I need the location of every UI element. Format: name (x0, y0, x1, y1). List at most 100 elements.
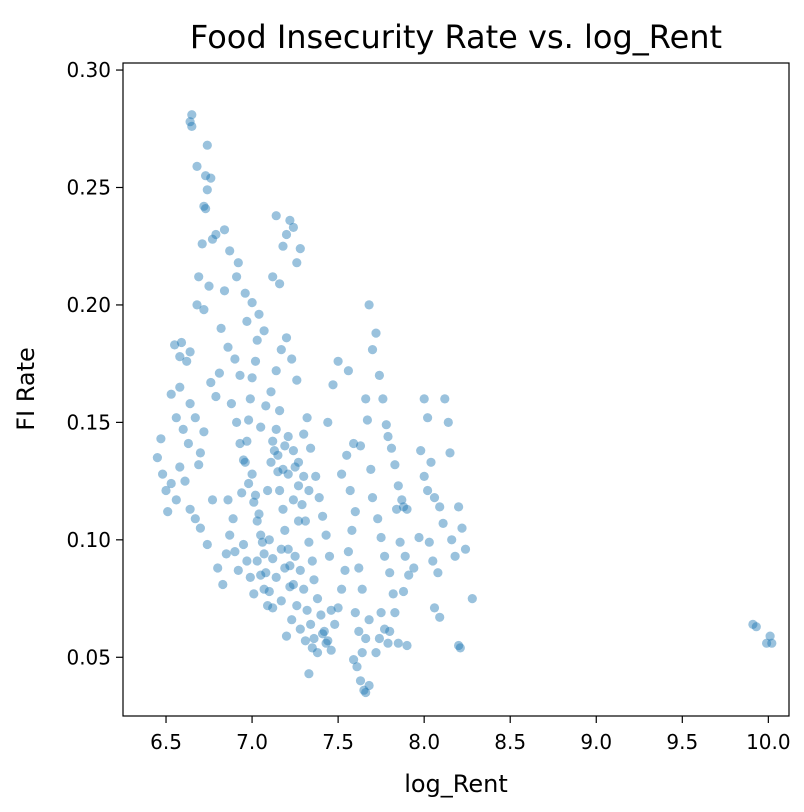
data-point (161, 485, 171, 496)
data-point (211, 391, 221, 402)
data-point (204, 281, 214, 291)
data-point (293, 481, 304, 491)
data-point (304, 537, 314, 547)
data-point (357, 584, 367, 594)
data-point (238, 539, 249, 550)
data-point (392, 504, 402, 514)
data-point (340, 565, 350, 576)
data-point (373, 514, 383, 524)
data-point (367, 493, 378, 503)
data-point (393, 481, 403, 491)
data-point (350, 507, 360, 517)
data-point (767, 638, 777, 648)
data-point (333, 356, 343, 366)
data-point (337, 584, 347, 594)
data-point (257, 537, 267, 547)
data-point (381, 420, 391, 430)
x-axis-label: log_Rent (404, 770, 508, 798)
data-point (312, 648, 323, 658)
data-point (283, 544, 293, 554)
data-point (426, 457, 436, 467)
data-point (192, 161, 202, 171)
data-point (252, 516, 262, 526)
data-point (293, 457, 304, 467)
data-point (287, 615, 297, 625)
data-point (314, 493, 324, 503)
data-point (409, 563, 419, 573)
data-point (457, 523, 467, 533)
data-point (447, 535, 457, 545)
data-point (380, 551, 390, 561)
data-point (355, 441, 366, 451)
data-point (245, 394, 255, 404)
data-point (152, 453, 162, 463)
data-point (256, 570, 266, 580)
data-point (751, 622, 761, 632)
data-point (290, 462, 300, 472)
data-point (321, 530, 331, 540)
data-point (202, 539, 212, 550)
data-point (278, 464, 288, 474)
data-point (281, 229, 292, 240)
x-tick-label: 10.0 (746, 730, 791, 754)
data-point (259, 584, 269, 594)
data-point (385, 568, 395, 578)
data-point (318, 511, 328, 521)
data-point (280, 441, 290, 451)
data-point (163, 507, 173, 517)
data-point (283, 431, 293, 442)
data-point (316, 610, 326, 620)
data-point (269, 446, 279, 456)
data-point (240, 288, 250, 298)
data-point (252, 556, 262, 566)
x-tick-label: 8.5 (494, 730, 526, 754)
data-point (309, 575, 319, 585)
data-point (367, 345, 378, 355)
data-point (438, 518, 448, 529)
data-point (280, 563, 290, 573)
data-point (361, 687, 371, 698)
data-point (271, 424, 281, 434)
data-point (350, 608, 360, 618)
plot-points (152, 110, 777, 698)
data-point (347, 525, 357, 536)
data-point (273, 450, 283, 460)
data-point (266, 457, 276, 467)
data-point (333, 603, 343, 613)
data-point (445, 448, 455, 458)
data-point (271, 366, 281, 376)
plot-frame (122, 62, 790, 717)
x-tick-label: 7.5 (322, 730, 354, 754)
data-point (295, 624, 305, 634)
data-point (299, 429, 309, 439)
data-point (264, 586, 274, 597)
data-point (352, 662, 362, 672)
data-point (380, 624, 390, 634)
data-point (268, 272, 278, 282)
data-point (454, 502, 464, 512)
data-point (199, 201, 209, 211)
data-point (235, 370, 245, 380)
data-point (230, 547, 240, 557)
data-point (176, 337, 187, 348)
y-tick-label: 0.30 (66, 58, 111, 82)
data-point (288, 446, 298, 456)
data-point (302, 413, 312, 423)
data-point (183, 438, 193, 449)
data-point (357, 648, 367, 658)
data-point (194, 272, 204, 282)
data-point (319, 626, 329, 637)
data-point (175, 462, 185, 472)
data-point (232, 417, 242, 427)
data-point (297, 500, 307, 510)
data-point (321, 638, 331, 648)
data-point (312, 594, 323, 604)
data-point (233, 258, 243, 268)
data-point (218, 579, 228, 590)
data-point (433, 568, 443, 578)
data-point (349, 438, 359, 449)
data-point (228, 514, 238, 524)
data-point (281, 631, 292, 641)
data-point (364, 615, 374, 625)
